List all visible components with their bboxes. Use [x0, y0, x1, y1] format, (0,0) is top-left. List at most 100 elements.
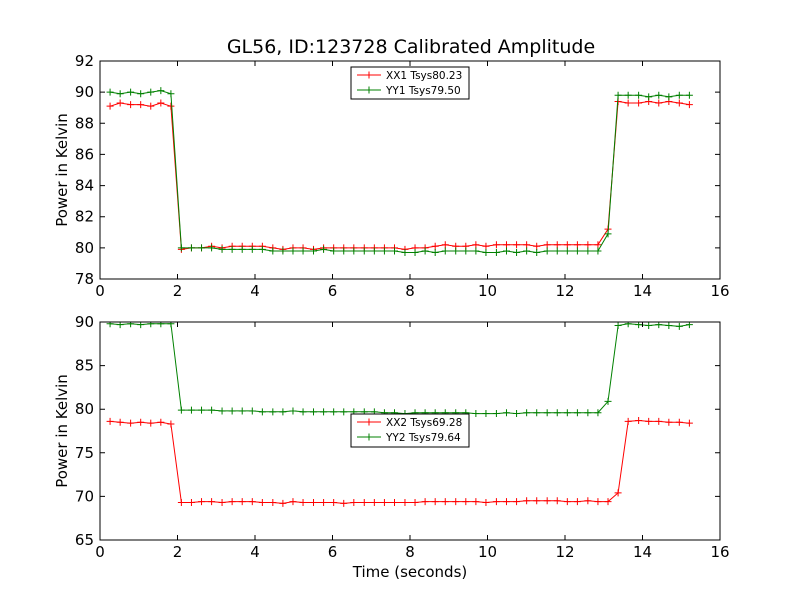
y-tick-label: 90	[75, 313, 94, 331]
x-tick-label: 10	[478, 282, 497, 300]
data-point	[106, 88, 114, 96]
y-tick-label: 88	[75, 114, 94, 132]
x-tick-label: 0	[95, 543, 105, 561]
data-point	[665, 418, 673, 426]
data-point	[391, 499, 398, 507]
data-point	[492, 498, 500, 506]
x-tick-label: 4	[250, 543, 260, 561]
data-point	[533, 497, 541, 505]
x-tick-label: 16	[710, 282, 729, 300]
data-point	[340, 408, 348, 416]
data-point	[573, 409, 581, 417]
data-point	[269, 499, 277, 507]
legend-box	[350, 66, 470, 100]
data-point	[208, 498, 216, 506]
data-point	[502, 409, 510, 417]
data-point	[502, 498, 510, 506]
x-tick-label: 2	[173, 543, 183, 561]
data-point	[563, 247, 571, 255]
data-point	[269, 408, 277, 416]
y-tick-label: 65	[75, 531, 94, 549]
series-yy1-tsys79-50	[106, 87, 693, 257]
data-point	[157, 87, 165, 95]
data-point	[258, 499, 266, 507]
data-point	[604, 498, 612, 506]
data-point	[310, 408, 318, 416]
data-point	[228, 498, 236, 506]
data-point	[411, 249, 419, 257]
data-point	[187, 406, 195, 414]
legend: XX2 Tsys69.28 YY2 Tsys79.64	[350, 413, 470, 448]
data-point	[563, 241, 571, 249]
data-point	[502, 247, 510, 255]
data-point	[320, 245, 328, 253]
data-point	[208, 244, 216, 252]
x-axis-label: Time (seconds)	[352, 563, 468, 581]
data-point	[584, 247, 592, 255]
data-point	[218, 499, 226, 507]
data-point	[391, 247, 398, 255]
data-point	[167, 90, 175, 98]
data-point	[431, 498, 439, 506]
data-point	[594, 241, 602, 249]
x-tick-label: 0	[95, 282, 105, 300]
data-point	[492, 241, 500, 249]
data-point	[106, 322, 114, 328]
data-point	[573, 498, 581, 506]
series-yy2-tsys79-64	[106, 322, 693, 418]
data-point	[127, 101, 135, 109]
series-line-xx2-tsys69-28	[110, 419, 690, 504]
data-point	[279, 499, 287, 507]
data-point	[258, 408, 266, 416]
y-tick-label: 78	[75, 270, 94, 288]
data-point	[147, 419, 155, 427]
data-point	[645, 417, 653, 425]
legend-label: XX2 Tsys69.28	[386, 417, 462, 429]
data-point	[685, 419, 693, 427]
x-tick-label: 10	[478, 543, 497, 561]
data-point	[147, 322, 155, 328]
data-point	[320, 499, 328, 507]
data-point	[573, 247, 581, 255]
data-point	[482, 410, 490, 418]
y-tick-label: 86	[75, 145, 94, 163]
data-point	[675, 99, 683, 107]
data-point	[594, 409, 602, 417]
data-point	[563, 409, 571, 417]
data-point	[167, 420, 175, 428]
y-tick-label: 92	[75, 52, 94, 70]
data-point	[492, 410, 500, 418]
legend: XX1 Tsys80.23 YY1 Tsys79.50	[350, 66, 470, 100]
data-point	[472, 410, 480, 418]
data-point	[635, 417, 643, 425]
y-tick-label: 80	[75, 400, 94, 418]
y-tick-label: 70	[75, 487, 94, 505]
data-point	[106, 102, 114, 110]
y-axis-label: Power in Kelvin	[53, 113, 71, 227]
legend-swatch	[357, 86, 381, 94]
data-point	[137, 101, 145, 109]
data-point	[127, 322, 135, 328]
data-point	[553, 497, 561, 505]
data-point	[675, 322, 683, 330]
data-point	[147, 102, 155, 110]
bottom-plot: 0 2 4 6 8 10 12 14 16 65 70 75 80 85 90 Power in Kelvin…	[53, 313, 730, 581]
plot-area	[106, 87, 693, 257]
data-point	[401, 249, 409, 257]
x-tick-label: 6	[328, 543, 338, 561]
data-point	[431, 242, 439, 250]
top-plot: 0 2 4 6 8 10 12 14 16 78 80 82 84 86 88 90 92 Power in Ke…	[53, 52, 730, 300]
data-point	[238, 498, 246, 506]
data-point	[238, 245, 246, 253]
y-tick-label: 84	[75, 177, 94, 195]
data-point	[330, 408, 338, 416]
data-point	[208, 406, 216, 414]
data-point	[177, 499, 185, 507]
data-point	[228, 407, 236, 415]
data-point	[462, 247, 470, 255]
data-point	[655, 417, 663, 425]
data-point	[340, 499, 348, 507]
data-point	[157, 322, 165, 328]
legend-label: XX1 Tsys80.23	[386, 70, 462, 82]
